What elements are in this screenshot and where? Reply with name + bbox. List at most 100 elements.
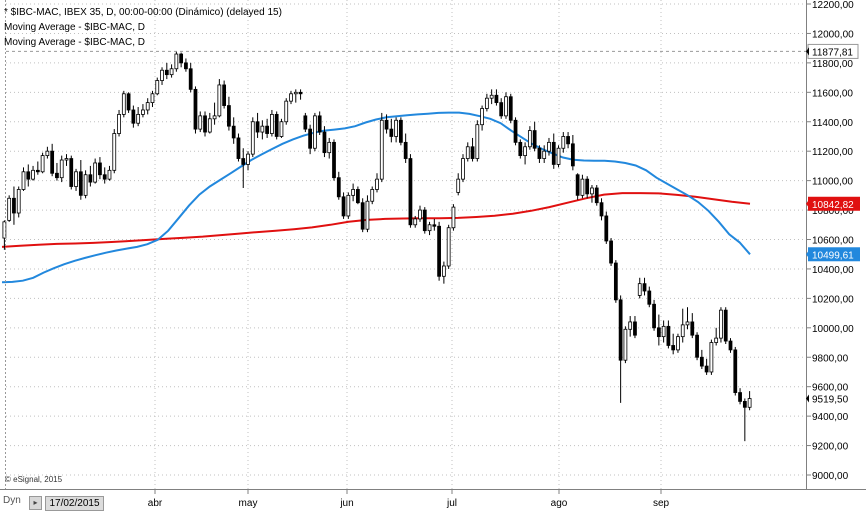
candle-body-down — [203, 115, 207, 133]
candle — [728, 338, 733, 353]
candle-body-up — [685, 321, 690, 326]
candle-body-up — [121, 93, 126, 115]
candle-body-up — [59, 159, 64, 179]
candle — [723, 307, 728, 345]
candle-body-up — [523, 146, 527, 157]
candle-body-up — [465, 146, 470, 159]
candle — [265, 118, 270, 138]
candle-body-up — [107, 169, 112, 180]
price-pointer — [806, 394, 809, 403]
candle — [422, 207, 427, 234]
ma-legend-1[interactable]: Moving Average - $IBC-MAC, D — [4, 22, 145, 33]
dyn-mode-label[interactable]: Dyn — [3, 495, 21, 506]
ma-legend-2[interactable]: Moving Average - $IBC-MAC, D — [4, 37, 145, 48]
candle-body-down — [236, 137, 241, 159]
candle-body-up — [270, 113, 274, 134]
candle — [599, 198, 604, 221]
candle — [504, 92, 508, 119]
candle-body-up — [7, 197, 12, 221]
candle-body-up — [83, 174, 88, 196]
candle-body-up — [628, 321, 633, 330]
candle — [102, 167, 107, 184]
price-label-box — [808, 196, 860, 211]
price-label-blue-badge: 10499,61 — [806, 247, 860, 262]
candle-body-up — [365, 200, 370, 230]
candle — [580, 174, 585, 199]
candle — [117, 109, 121, 137]
candle-body-up — [413, 218, 418, 226]
candle — [83, 170, 88, 199]
candle-body-down — [322, 131, 327, 154]
candle-body-down — [494, 94, 499, 104]
candle — [671, 333, 676, 355]
y-tick-label: 9600,00 — [812, 383, 849, 394]
candle — [160, 67, 164, 85]
start-date-box[interactable]: 17/02/2015 — [45, 496, 104, 511]
candle — [293, 89, 298, 103]
y-tick-label: 9800,00 — [812, 353, 849, 364]
candle — [399, 117, 403, 146]
x-tick-label: may — [239, 498, 258, 509]
candle — [227, 96, 231, 131]
candle-body-up — [418, 209, 422, 220]
candle — [389, 118, 394, 143]
y-tick-label: 12000,00 — [812, 29, 854, 40]
candle-body-down — [647, 290, 652, 305]
candle — [21, 167, 26, 191]
candle-body-up — [441, 265, 446, 277]
x-tick-label: jul — [446, 498, 457, 509]
candle — [384, 114, 389, 134]
calendar-arrow-icon[interactable]: ▸ — [29, 496, 42, 510]
symbol-title[interactable]: * $IBC-MAC, IBEX 35, D, 00:00-00:00 (Din… — [4, 7, 282, 18]
candle — [88, 165, 93, 187]
candle — [499, 98, 504, 119]
candle-body-up — [590, 187, 594, 195]
candle — [69, 155, 74, 190]
candle — [747, 391, 752, 411]
price-label-red-badge: 10842,82 — [806, 196, 860, 211]
candle-body-up — [31, 169, 35, 180]
candle — [432, 218, 437, 231]
candle-body-up — [661, 325, 666, 338]
candle-body-down — [422, 209, 427, 232]
candle-body-down — [733, 349, 738, 393]
candle — [145, 98, 150, 115]
candle-body-down — [499, 102, 504, 117]
candle-body-down — [35, 169, 40, 173]
candle-body-up — [547, 141, 551, 152]
candle-body-up — [527, 130, 532, 148]
candle — [489, 89, 494, 105]
price-pointer — [806, 199, 809, 208]
candles — [2, 51, 752, 442]
candle — [413, 215, 418, 228]
candle-body-down — [241, 158, 246, 165]
candle — [184, 58, 188, 72]
candle-body-down — [356, 189, 360, 204]
candle — [480, 105, 484, 131]
candle-body-down — [728, 340, 733, 351]
price-label-text: 10842,82 — [812, 200, 854, 211]
candle — [379, 112, 384, 183]
candle — [74, 168, 78, 191]
price-pointer — [806, 250, 809, 259]
candle-body-up — [136, 113, 141, 124]
candle-body-down — [695, 334, 699, 358]
candle — [59, 155, 64, 183]
candle — [231, 117, 236, 144]
candle — [637, 277, 642, 299]
candle — [652, 299, 656, 331]
candle-body-down — [308, 128, 313, 149]
candle — [246, 151, 250, 171]
candle-body-down — [69, 158, 74, 187]
candle-body-down — [742, 401, 747, 408]
candle — [141, 104, 145, 118]
candle — [298, 89, 303, 100]
candle — [484, 93, 489, 112]
candle — [40, 152, 45, 174]
candle — [55, 162, 59, 181]
candle — [451, 204, 456, 231]
candle — [733, 346, 738, 396]
x-tick-label: sep — [653, 498, 670, 509]
candle-body-down — [566, 136, 570, 145]
candle — [193, 86, 198, 134]
